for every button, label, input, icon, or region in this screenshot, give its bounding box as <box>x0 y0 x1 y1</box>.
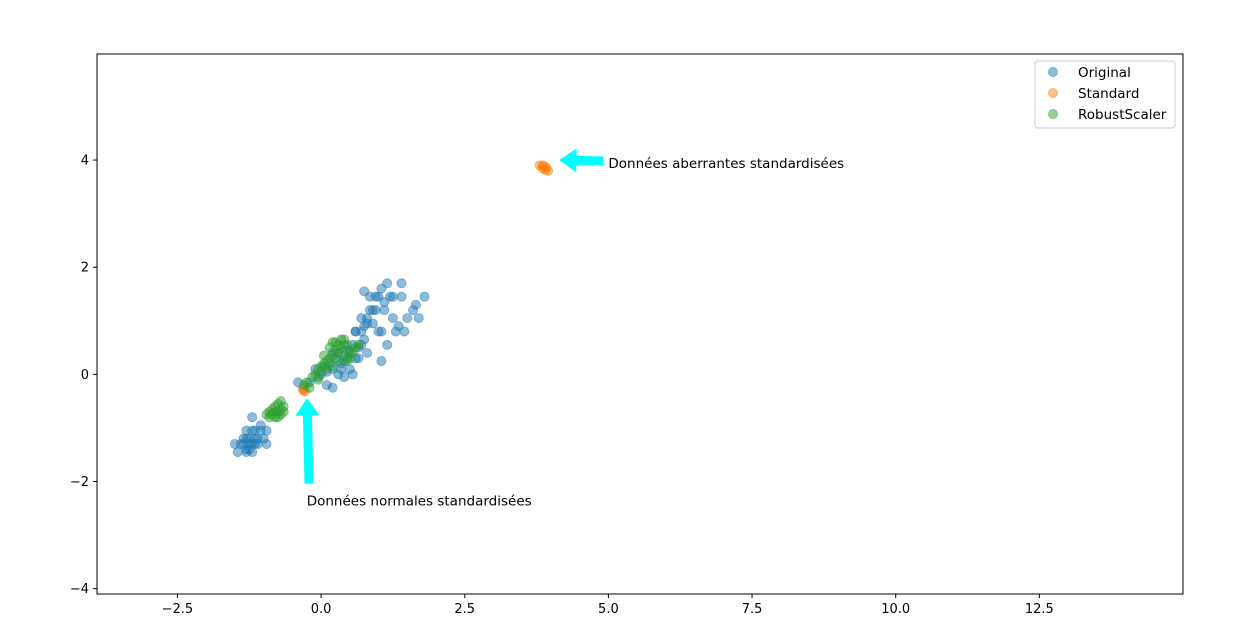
data-point <box>382 278 393 289</box>
x-tick-label: 2.5 <box>454 602 475 617</box>
data-point <box>247 412 258 423</box>
x-tick-label: 7.5 <box>742 602 763 617</box>
series-robustscaler <box>261 334 364 423</box>
legend-label: RobustScaler <box>1078 107 1167 123</box>
x-tick-label: −2.5 <box>162 602 194 617</box>
data-point <box>275 396 286 407</box>
y-tick-label: −2 <box>70 475 89 490</box>
x-axis-ticks: −2.5 0.0 2.5 5.0 7.5 10.0 12.5 <box>162 594 1054 617</box>
x-tick-label: 0.0 <box>311 602 332 617</box>
data-point <box>333 355 344 366</box>
y-axis-ticks: −4 −2 0 2 4 <box>70 154 97 597</box>
x-tick-label: 12.5 <box>1025 602 1054 617</box>
annotation-arrow <box>295 398 320 484</box>
data-point <box>324 342 335 353</box>
data-point <box>341 355 352 366</box>
data-point <box>304 382 315 393</box>
annotation-label: Données normales standardisées <box>307 493 532 509</box>
y-tick-label: 0 <box>81 368 89 383</box>
scatter-points <box>229 160 554 458</box>
data-point <box>362 347 373 358</box>
legend: Original Standard RobustScaler <box>1034 60 1176 129</box>
y-tick-label: 2 <box>81 261 89 276</box>
x-tick-label: 5.0 <box>598 602 619 617</box>
legend-marker <box>1048 109 1059 120</box>
data-point <box>396 278 407 289</box>
annotation-label: Données aberrantes standardisées <box>608 156 844 172</box>
y-tick-label: 4 <box>81 154 89 169</box>
legend-marker <box>1048 67 1059 78</box>
data-point <box>313 363 324 374</box>
data-point <box>261 425 272 436</box>
data-point <box>359 286 370 297</box>
data-point <box>396 291 407 302</box>
y-tick-label: −4 <box>70 582 89 597</box>
data-point <box>362 318 373 329</box>
data-point <box>327 382 338 393</box>
data-point <box>350 326 361 337</box>
data-point <box>336 334 347 345</box>
data-point <box>278 406 289 417</box>
legend-label: Standard <box>1078 86 1139 102</box>
data-point <box>413 313 424 324</box>
legend-box <box>1034 60 1176 129</box>
data-point <box>367 305 378 316</box>
data-point <box>318 350 329 361</box>
data-point <box>387 291 398 302</box>
axes-frame <box>96 53 1184 595</box>
data-point <box>410 299 421 310</box>
data-point <box>353 339 364 350</box>
data-point <box>537 160 548 171</box>
data-point <box>419 291 430 302</box>
legend-marker <box>1048 88 1059 99</box>
data-point <box>376 326 387 337</box>
data-point <box>370 291 381 302</box>
data-point <box>376 355 387 366</box>
data-point <box>387 313 398 324</box>
data-point <box>399 326 410 337</box>
data-point <box>402 313 413 324</box>
data-point <box>347 369 358 380</box>
annotation-arrow <box>559 148 604 173</box>
legend-label: Original <box>1078 65 1131 81</box>
x-tick-label: 10.0 <box>881 602 910 617</box>
data-point <box>261 438 272 449</box>
annotations: Données aberrantes standardisées Données … <box>295 148 844 509</box>
data-point <box>382 339 393 350</box>
